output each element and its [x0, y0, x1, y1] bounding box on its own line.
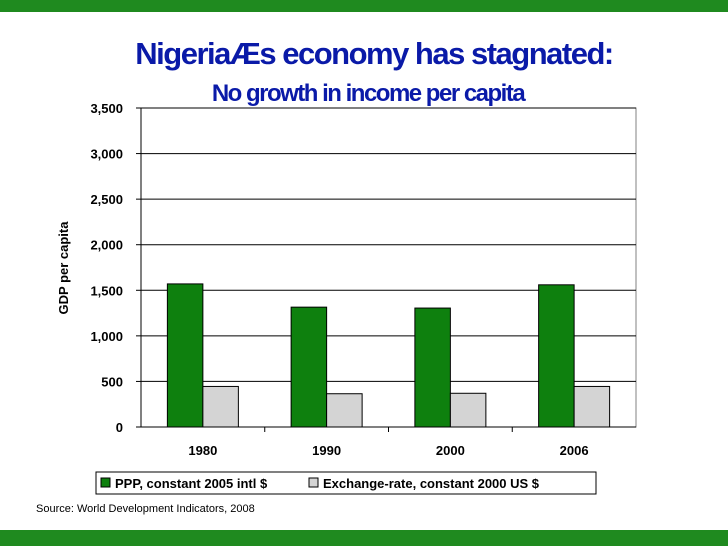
x-tick-label: 1980: [188, 443, 217, 458]
x-tick-label: 1990: [312, 443, 341, 458]
slide-title: NigeriaÆs economy has stagnated:: [135, 36, 614, 71]
bar-ppp: [414, 307, 451, 428]
y-tick-label: 0: [116, 420, 123, 435]
bar-ppp: [538, 284, 575, 428]
y-tick-label: 2,000: [90, 238, 123, 253]
y-tick-label: 500: [101, 374, 123, 389]
slide-subtitle: No growth in income per capita: [211, 80, 526, 107]
bar-exchange-rate: [573, 385, 611, 428]
bottom-accent-bar: [0, 530, 728, 546]
bar-exchange-rate: [449, 392, 487, 428]
legend-label-ppp: PPP, constant 2005 intl $: [115, 476, 268, 491]
legend-swatch-exchange-rate: [308, 477, 319, 488]
legend-label-exchange-rate: Exchange-rate, constant 2000 US $: [323, 476, 540, 491]
y-tick-label: 2,500: [90, 192, 123, 207]
y-tick-label: 1,000: [90, 329, 123, 344]
y-tick-label: 3,000: [90, 147, 123, 162]
y-tick-label: 3,500: [90, 101, 123, 116]
source-note: Source: World Development Indicators, 20…: [36, 503, 255, 515]
x-tick-label: 2006: [560, 443, 589, 458]
bar-ppp: [166, 283, 204, 428]
x-tick-label: 2000: [436, 443, 465, 458]
y-tick-label: 1,500: [90, 283, 123, 298]
bar-ppp: [290, 306, 328, 428]
top-accent-bar: [0, 0, 728, 12]
y-axis-label: GDP per capita: [56, 221, 71, 315]
legend: [95, 471, 597, 495]
legend-swatch-ppp: [100, 477, 111, 488]
bar-exchange-rate: [202, 385, 239, 428]
bar-exchange-rate: [326, 393, 363, 428]
